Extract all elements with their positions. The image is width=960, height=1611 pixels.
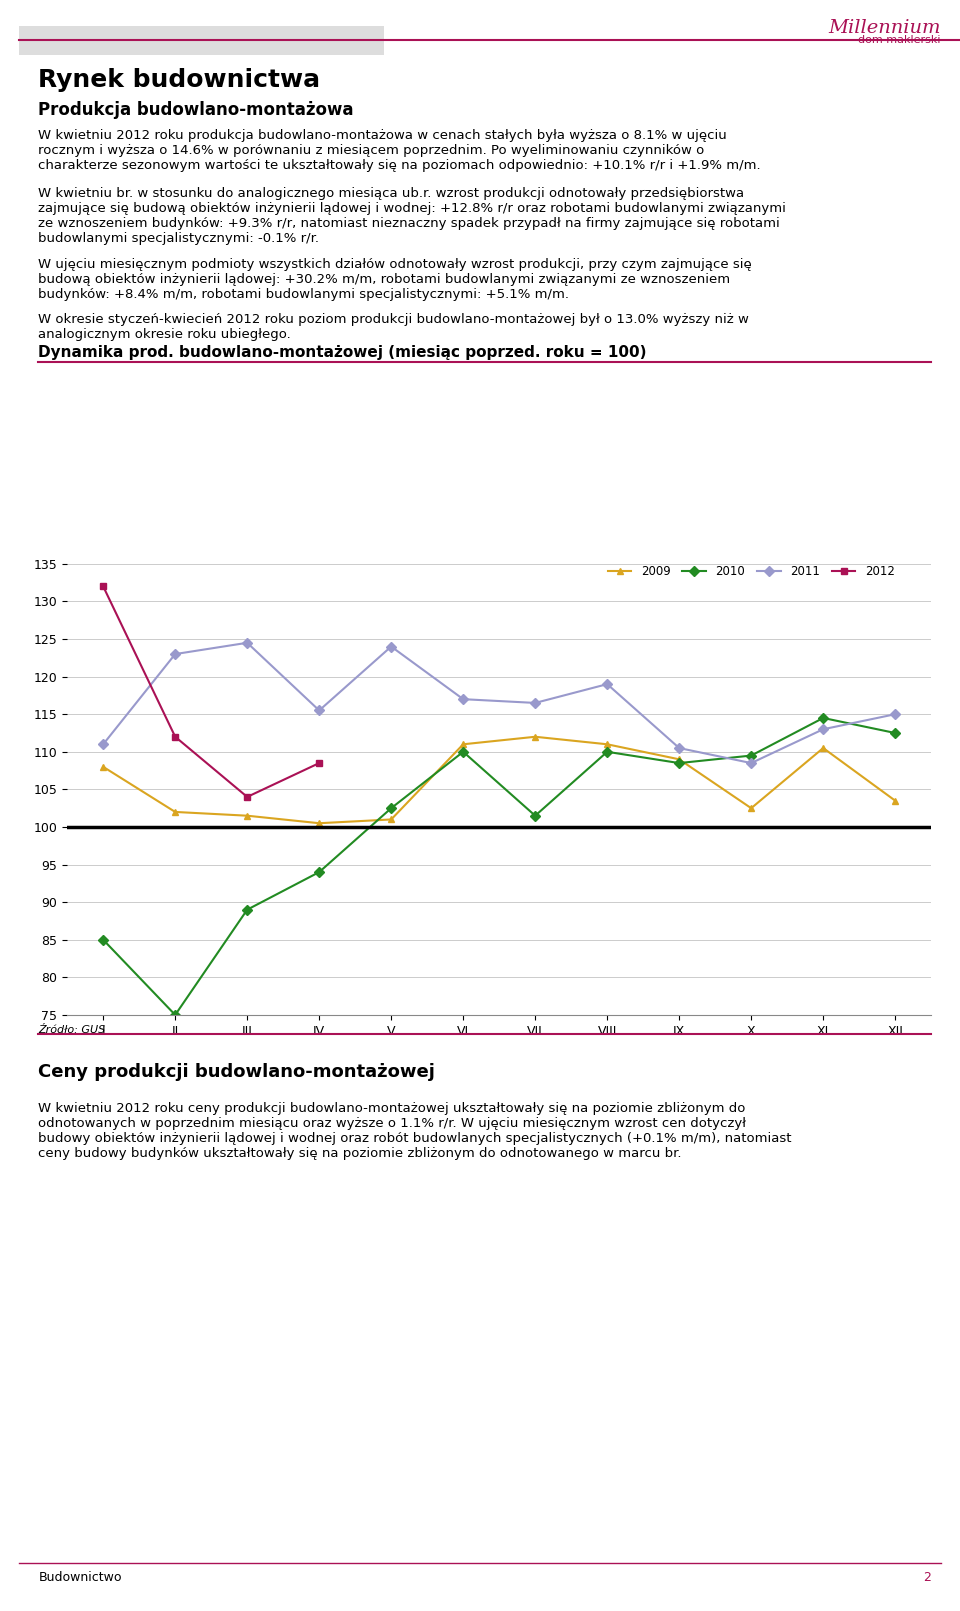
2011 xyxy=(529,693,540,712)
2009 xyxy=(745,799,756,818)
2009 xyxy=(673,749,684,768)
Text: W kwietniu 2012 roku produkcja budowlano-montażowa w cenach stałych była wyższa : W kwietniu 2012 roku produkcja budowlano… xyxy=(38,129,761,172)
2011 xyxy=(745,754,756,773)
2009 xyxy=(241,806,252,825)
Line: 2009: 2009 xyxy=(100,733,899,826)
2010 xyxy=(817,709,828,728)
Text: Millennium: Millennium xyxy=(828,19,941,37)
2012 xyxy=(241,788,252,807)
2011 xyxy=(313,701,324,720)
2011 xyxy=(601,675,612,694)
Text: dom maklerski: dom maklerski xyxy=(858,35,941,45)
Text: W ujęciu miesięcznym podmioty wszystkich działów odnotowały wzrost produkcji, pr: W ujęciu miesięcznym podmioty wszystkich… xyxy=(38,258,752,301)
Text: Ceny produkcji budowlano-montażowej: Ceny produkcji budowlano-montażowej xyxy=(38,1063,435,1081)
2011 xyxy=(385,636,396,656)
Text: W kwietniu br. w stosunku do analogicznego miesiąca ub.r. wzrost produkcji odnot: W kwietniu br. w stosunku do analogiczne… xyxy=(38,187,786,245)
2012 xyxy=(97,577,108,596)
2010 xyxy=(241,901,252,920)
2009 xyxy=(313,814,324,833)
2010 xyxy=(745,746,756,765)
2009 xyxy=(385,810,396,830)
Line: 2012: 2012 xyxy=(100,583,323,801)
2011 xyxy=(457,690,468,709)
2010 xyxy=(673,754,684,773)
Text: Budownictwo: Budownictwo xyxy=(38,1571,122,1584)
2012 xyxy=(169,727,180,746)
2009 xyxy=(97,757,108,777)
2011 xyxy=(673,738,684,757)
2011 xyxy=(169,644,180,664)
2010 xyxy=(385,799,396,818)
Text: W okresie styczeń-kwiecień 2012 roku poziom produkcji budowlano-montażowej był o: W okresie styczeń-kwiecień 2012 roku poz… xyxy=(38,313,749,340)
2009 xyxy=(601,735,612,754)
2012 xyxy=(313,754,324,773)
2010 xyxy=(601,743,612,762)
2009 xyxy=(889,791,900,810)
2010 xyxy=(457,743,468,762)
Line: 2010: 2010 xyxy=(100,715,899,1018)
Text: Produkcja budowlano-montażowa: Produkcja budowlano-montażowa xyxy=(38,101,354,119)
2009 xyxy=(817,738,828,757)
Line: 2011: 2011 xyxy=(100,640,899,767)
2009 xyxy=(457,735,468,754)
2010 xyxy=(529,806,540,825)
Text: Rynek budownictwa: Rynek budownictwa xyxy=(38,68,321,92)
2009 xyxy=(529,727,540,746)
2009 xyxy=(169,802,180,822)
Text: 2: 2 xyxy=(924,1571,931,1584)
2010 xyxy=(97,930,108,949)
2010 xyxy=(313,862,324,881)
2011 xyxy=(817,720,828,739)
2011 xyxy=(241,633,252,652)
2010 xyxy=(889,723,900,743)
2011 xyxy=(97,735,108,754)
Legend: 2009, 2010, 2011, 2012: 2009, 2010, 2011, 2012 xyxy=(603,561,900,583)
Text: Źródło: GUS: Źródło: GUS xyxy=(38,1025,106,1034)
Text: W kwietniu 2012 roku ceny produkcji budowlano-montażowej ukształtowały się na po: W kwietniu 2012 roku ceny produkcji budo… xyxy=(38,1102,792,1160)
2011 xyxy=(889,704,900,723)
Text: Dynamika prod. budowlano-montażowej (miesiąc poprzed. roku = 100): Dynamika prod. budowlano-montażowej (mie… xyxy=(38,345,647,359)
2010 xyxy=(169,1005,180,1025)
